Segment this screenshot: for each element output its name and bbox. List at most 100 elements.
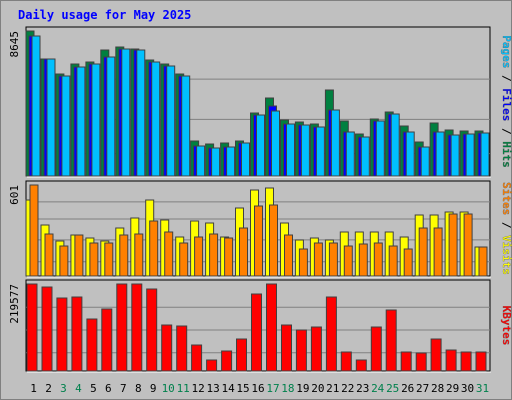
legend-visits-sites: Sites / Visits [500, 182, 512, 275]
day-label-24: 24 [371, 382, 385, 395]
bar-pages-day-19 [300, 124, 310, 177]
bar-kbytes-day-22 [340, 351, 352, 372]
bar-pages-day-22 [345, 131, 355, 177]
bar-pages-day-13 [211, 147, 221, 177]
bar-pages-day-9 [151, 61, 161, 177]
bar-pages-day-15 [241, 142, 250, 177]
bar-sites-day-14 [224, 237, 234, 277]
bar-kbytes-day-19 [295, 329, 307, 372]
bar-sites-day-17 [269, 204, 278, 277]
day-label-8: 8 [135, 382, 142, 395]
y-max-label: 601 [8, 185, 21, 205]
day-label-28: 28 [431, 382, 444, 395]
day-label-22: 22 [341, 382, 354, 395]
bar-pages-day-10 [166, 65, 176, 177]
bar-sites-day-9 [149, 220, 159, 277]
day-label-3: 3 [60, 382, 67, 395]
bar-kbytes-day-24 [370, 326, 382, 372]
bar-pages-day-5 [91, 63, 101, 177]
bar-pages-day-7 [121, 48, 131, 177]
legend-item-files: Files [500, 88, 512, 121]
bar-pages-day-25 [390, 113, 400, 177]
day-label-10: 10 [162, 382, 175, 395]
bar-pages-day-6 [106, 56, 116, 177]
bar-pages-day-4 [76, 66, 86, 177]
bar-sites-day-5 [89, 242, 99, 277]
bar-sites-day-15 [239, 227, 248, 277]
legend-item-pages: Pages [500, 35, 512, 68]
bar-pages-day-31 [480, 132, 490, 177]
day-label-26: 26 [401, 382, 414, 395]
bar-sites-day-10 [164, 231, 174, 277]
day-label-19: 19 [296, 382, 309, 395]
bar-sites-day-12 [194, 236, 204, 277]
bar-kbytes-day-10 [161, 324, 173, 372]
day-label-27: 27 [416, 382, 429, 395]
bar-pages-day-12 [196, 145, 206, 177]
bar-kbytes-day-31 [475, 351, 487, 372]
bar-sites-day-24 [373, 242, 383, 277]
day-label-5: 5 [90, 382, 97, 395]
bar-pages-day-27 [420, 146, 430, 177]
bar-kbytes-day-20 [310, 326, 322, 372]
bar-kbytes-day-14 [221, 350, 233, 372]
day-label-20: 20 [311, 382, 324, 395]
bar-kbytes-day-18 [281, 324, 292, 372]
bar-kbytes-day-1 [26, 283, 38, 372]
bar-kbytes-day-16 [251, 293, 262, 372]
bar-pages-day-30 [465, 133, 475, 177]
day-label-12: 12 [191, 382, 204, 395]
day-label-17: 17 [266, 382, 279, 395]
bar-kbytes-day-8 [131, 283, 143, 372]
bar-pages-day-28 [435, 131, 445, 177]
legend-separator: / [500, 121, 512, 141]
bar-kbytes-day-27 [415, 352, 427, 372]
legend-separator: / [500, 215, 512, 235]
bar-kbytes-day-23 [355, 359, 367, 372]
bar-kbytes-day-28 [430, 338, 442, 372]
bar-kbytes-day-29 [445, 349, 457, 372]
bar-pages-day-17 [271, 110, 280, 177]
bar-sites-day-29 [448, 213, 458, 277]
bar-sites-day-13 [209, 233, 219, 277]
day-label-29: 29 [446, 382, 459, 395]
bar-sites-day-31 [478, 246, 488, 277]
bar-sites-day-27 [418, 227, 428, 277]
bar-kbytes-day-7 [116, 283, 128, 372]
bar-sites-day-18 [284, 234, 293, 277]
bar-pages-day-3 [61, 75, 71, 177]
bar-pages-day-21 [330, 109, 340, 177]
bar-sites-day-16 [254, 205, 263, 277]
bar-sites-day-28 [433, 227, 443, 277]
bar-sites-day-23 [358, 243, 368, 277]
bar-kbytes-day-11 [176, 325, 188, 372]
bar-pages-day-29 [450, 134, 460, 177]
bar-kbytes-day-17 [266, 283, 277, 372]
panel-kbytes: 219577 KBytes [8, 279, 512, 373]
legend-item-sites: Sites [500, 182, 512, 215]
bar-kbytes-day-21 [325, 296, 337, 372]
bar-kbytes-day-25 [385, 309, 397, 372]
bar-sites-day-4 [74, 234, 84, 277]
bar-pages-day-11 [181, 75, 191, 177]
day-label-14: 14 [221, 382, 235, 395]
chart-title: Daily usage for May 2025 [18, 8, 191, 22]
bar-kbytes-day-13 [206, 359, 218, 372]
bar-sites-day-20 [313, 242, 323, 277]
day-label-30: 30 [461, 382, 474, 395]
day-label-15: 15 [236, 382, 249, 395]
legend-item-visits: Visits [500, 235, 512, 275]
y-max-label: 8645 [8, 31, 21, 58]
bar-kbytes-day-30 [460, 351, 472, 372]
day-label-25: 25 [386, 382, 399, 395]
day-label-23: 23 [356, 382, 369, 395]
bar-sites-day-19 [298, 248, 308, 277]
day-label-16: 16 [251, 382, 264, 395]
day-label-31: 31 [476, 382, 489, 395]
bar-sites-day-11 [179, 242, 189, 277]
legend-item-kbytes: KBytes [500, 306, 512, 346]
legend-kbytes: KBytes [500, 306, 512, 346]
bar-sites-day-7 [119, 234, 129, 277]
legend-hits-files-pages: Pages / Files / Hits [500, 35, 512, 168]
